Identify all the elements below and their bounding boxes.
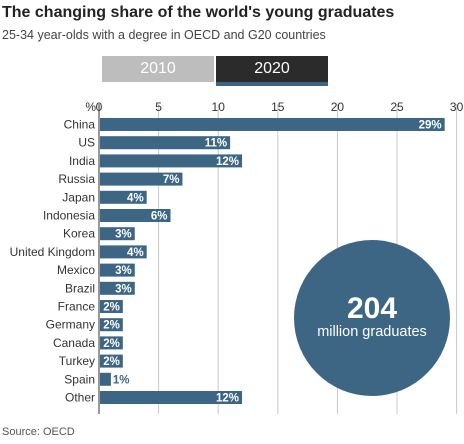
- data-label: 12%: [216, 393, 239, 405]
- tab-2010[interactable]: 2010: [102, 56, 214, 82]
- bar: [100, 118, 445, 131]
- category-label: Spain: [64, 372, 95, 386]
- data-label: 4%: [127, 247, 144, 259]
- category-label: US: [78, 136, 95, 150]
- bar: [100, 372, 111, 386]
- category-label: Germany: [46, 318, 95, 332]
- data-label: 29%: [419, 120, 442, 132]
- data-label: 2%: [103, 356, 120, 368]
- data-label: 2%: [103, 320, 120, 332]
- data-label: 4%: [127, 192, 144, 204]
- x-tick-label: 10: [212, 100, 226, 114]
- data-label: 3%: [115, 283, 132, 295]
- bar: [100, 172, 183, 186]
- total-graduates-number: 204: [347, 292, 397, 325]
- category-label: Indonesia: [43, 209, 95, 223]
- chart-subtitle: 25-34 year-olds with a degree in OECD an…: [2, 28, 326, 42]
- bar: [100, 209, 171, 222]
- bar: [100, 190, 147, 204]
- bar: [100, 245, 147, 259]
- data-label: 6%: [151, 211, 168, 223]
- bar: [100, 300, 123, 313]
- bar: [100, 227, 135, 241]
- data-label: 11%: [205, 138, 227, 150]
- category-label: Turkey: [59, 354, 95, 368]
- category-label: China: [64, 118, 96, 132]
- category-label: Mexico: [57, 263, 95, 277]
- bar: [100, 136, 231, 150]
- total-graduates-label: million graduates: [317, 324, 427, 340]
- bar: [100, 154, 243, 168]
- x-tick-label: 25: [390, 100, 404, 114]
- data-label: 2%: [103, 302, 120, 314]
- category-label: Other: [65, 391, 95, 405]
- category-label: Korea: [63, 227, 95, 241]
- total-graduates-circle: [294, 240, 450, 396]
- x-tick-label: 5: [155, 100, 162, 114]
- category-label: France: [58, 300, 96, 314]
- data-label: 3%: [115, 229, 132, 241]
- source-note: Source: OECD: [2, 426, 75, 438]
- category-label: United Kingdom: [10, 245, 95, 259]
- x-tick-label: 20: [331, 100, 345, 114]
- bar: [100, 281, 135, 295]
- bar: [100, 263, 135, 277]
- bar: [100, 336, 123, 350]
- active-tab-indicator: [216, 82, 328, 86]
- category-label: Brazil: [65, 281, 95, 295]
- category-label: Russia: [58, 172, 95, 186]
- data-label: 1%: [113, 374, 130, 386]
- bar: [100, 391, 243, 404]
- category-label: Japan: [62, 190, 95, 204]
- category-label: Canada: [53, 336, 95, 350]
- x-tick-label: 30: [450, 100, 464, 114]
- data-label: 12%: [216, 156, 239, 168]
- chart-title: The changing share of the world's young …: [2, 4, 395, 21]
- x-tick-label: 15: [271, 100, 285, 114]
- bar: [100, 354, 123, 368]
- category-label: India: [69, 154, 95, 168]
- data-label: 2%: [103, 338, 120, 350]
- x-axis-unit-label: %: [85, 100, 96, 114]
- bar: [100, 318, 123, 332]
- tab-2020[interactable]: 2020: [216, 56, 328, 82]
- data-label: 3%: [115, 265, 132, 277]
- data-label: 7%: [163, 174, 180, 186]
